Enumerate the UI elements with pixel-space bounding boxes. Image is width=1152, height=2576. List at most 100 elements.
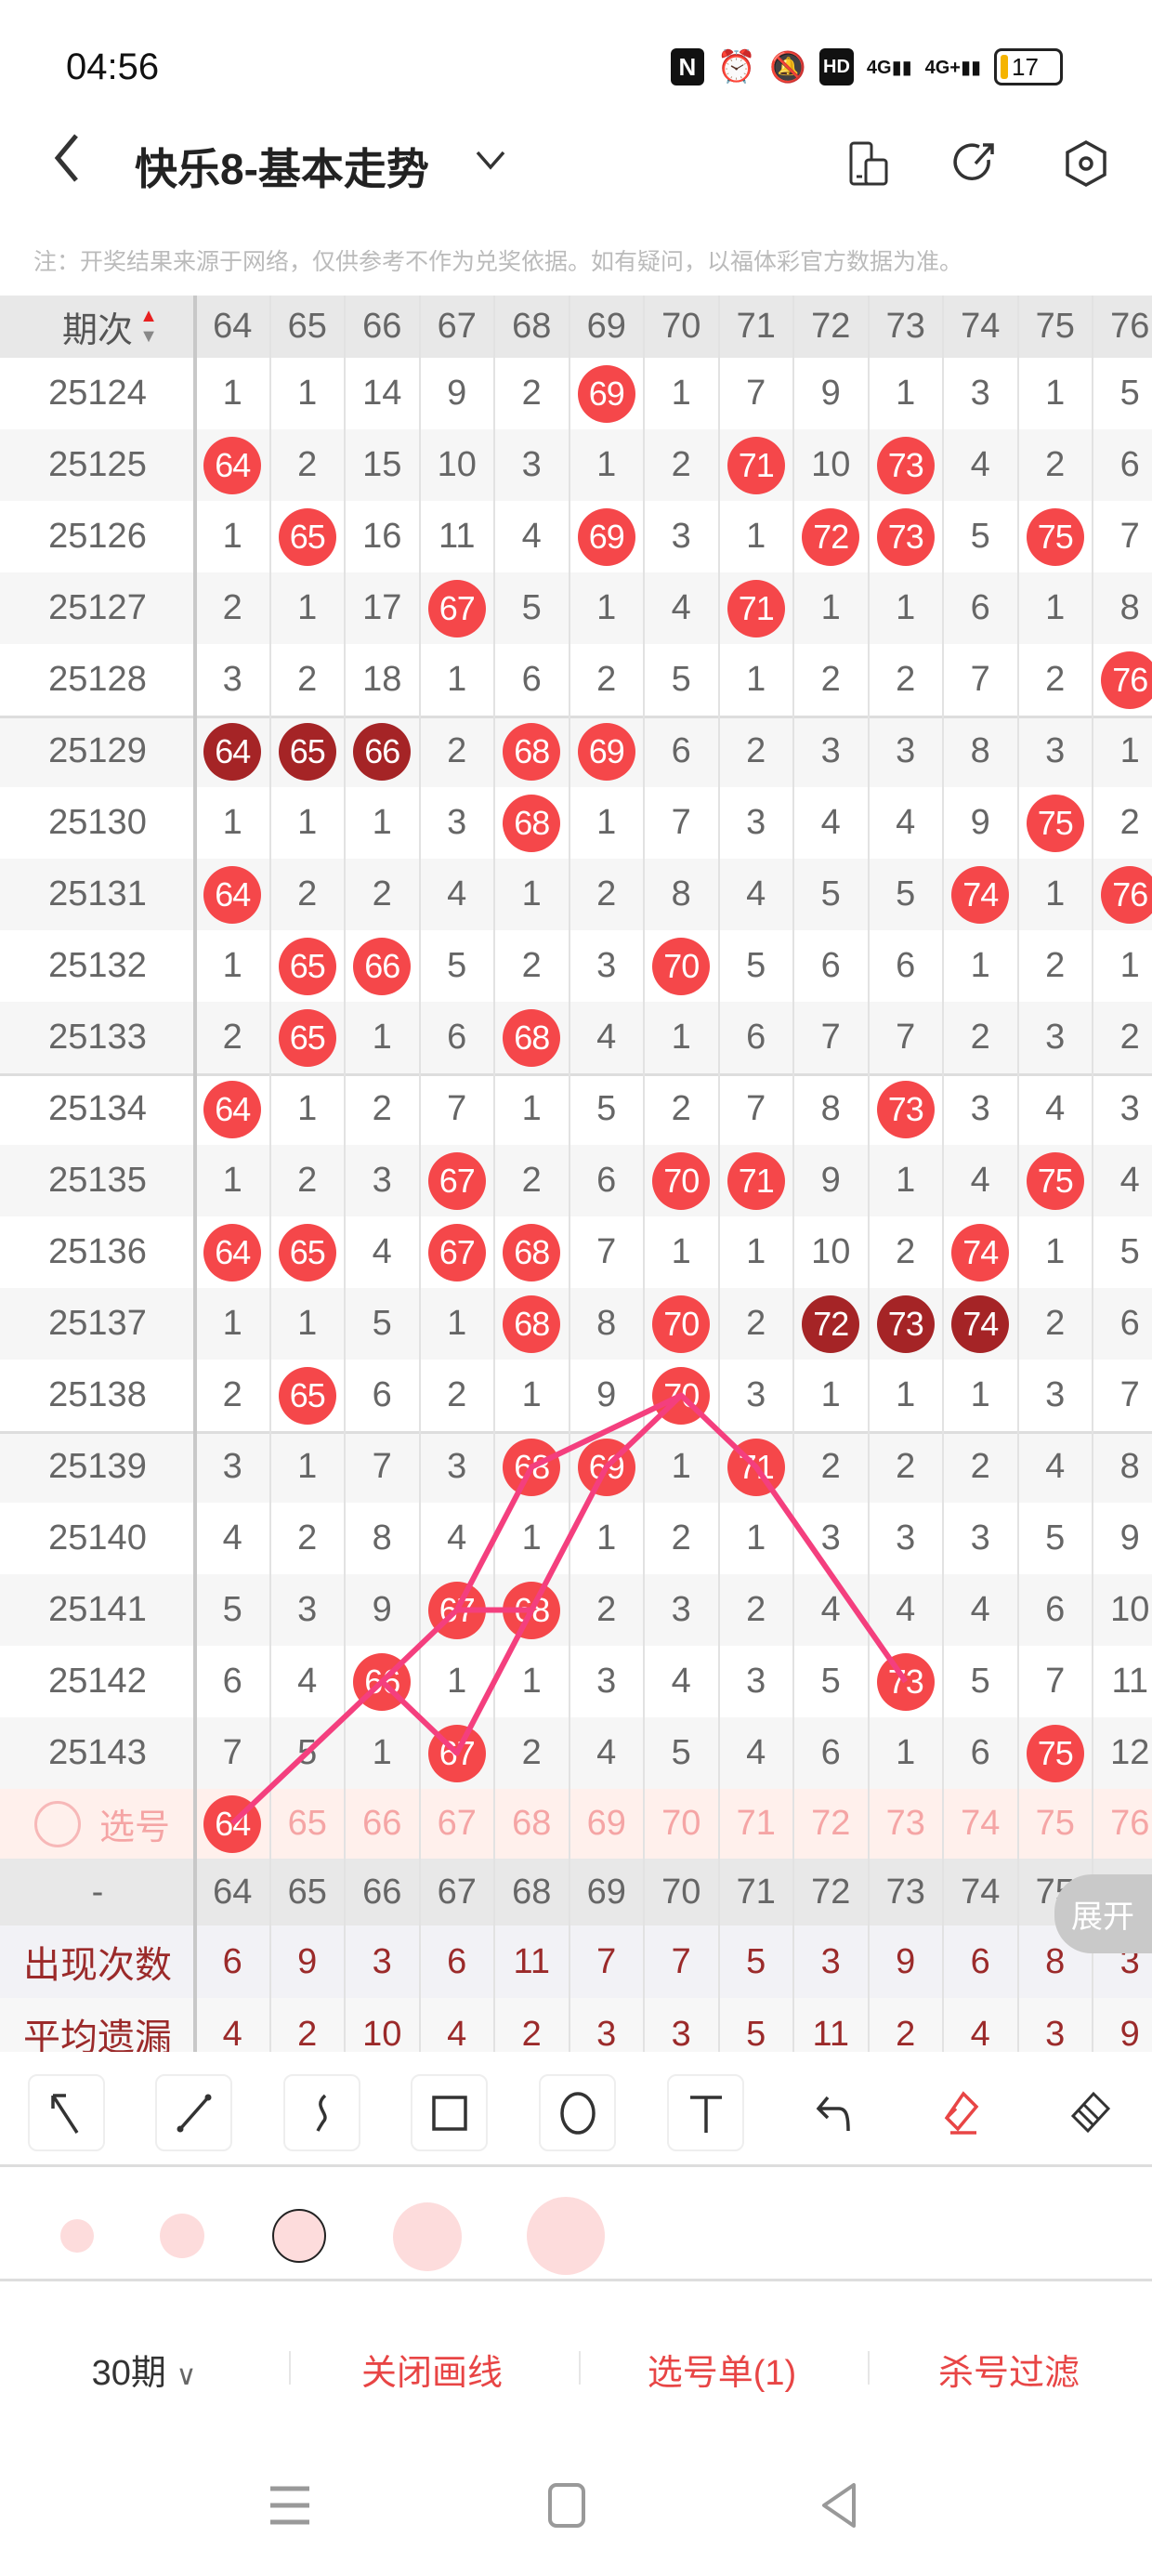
brush-size-2[interactable] (160, 2214, 204, 2258)
omission-cell: 2 (1045, 660, 1066, 699)
select-number[interactable]: 70 (661, 1804, 701, 1843)
omission-cell: 1 (671, 1447, 691, 1486)
omission-cell: 4 (1119, 1161, 1140, 1200)
hit-cell: 72 (793, 1288, 869, 1360)
omission-cell: 9 (1119, 1518, 1140, 1557)
sort-icon[interactable]: ▲ ▼ (139, 306, 158, 347)
column-header: 66 (362, 307, 402, 346)
brush-size-1[interactable] (60, 2219, 94, 2253)
close-drawing-button[interactable]: 关闭画线 (360, 2354, 504, 2393)
omission-cell: 6 (671, 731, 691, 770)
brush-size-4[interactable] (393, 2202, 462, 2271)
chevron-down-icon[interactable] (472, 141, 509, 178)
number-ball: 68 (503, 1581, 561, 1639)
menu-nav-icon[interactable] (263, 2477, 319, 2533)
text-tool-button[interactable] (667, 2074, 744, 2151)
number-ball: 71 (727, 1151, 785, 1210)
line-tool-button[interactable] (155, 2074, 232, 2151)
back-icon[interactable] (48, 130, 85, 186)
column-footer: 65 (287, 1872, 327, 1912)
brush-size-5[interactable] (527, 2197, 605, 2275)
omission-cell: 2 (896, 1447, 916, 1486)
omission-cell: 3 (596, 1662, 617, 1701)
circle-tool-button[interactable] (539, 2074, 616, 2151)
kill-filter-button[interactable]: 杀号过滤 (937, 2354, 1080, 2393)
omission-cell: 1 (596, 588, 617, 627)
select-number[interactable]: 67 (437, 1804, 477, 1843)
clear-button[interactable] (1050, 2074, 1127, 2151)
number-ball: 65 (278, 507, 336, 566)
omission-cell: 5 (297, 1733, 318, 1772)
curve-tool-button[interactable] (283, 2074, 360, 2151)
number-ball: 70 (652, 1295, 711, 1353)
omission-cell: 5 (596, 1089, 617, 1128)
select-number[interactable]: 74 (961, 1804, 1001, 1843)
omission-cell: 1 (297, 374, 318, 413)
omission-cell: 3 (896, 1518, 916, 1557)
period-cell: 25140 (48, 1518, 147, 1557)
omission-cell: 6 (970, 588, 990, 627)
device-icon[interactable] (845, 139, 894, 188)
brush-size-3-selected[interactable] (272, 2209, 326, 2263)
hit-cell: 73 (869, 429, 944, 501)
select-number[interactable]: 64 (195, 1789, 270, 1859)
stats-value: 2 (297, 2014, 318, 2053)
period-header[interactable]: 期次 (61, 311, 133, 350)
omission-cell: 1 (1045, 874, 1066, 913)
period-selector[interactable]: 30期 ∨ (92, 2344, 197, 2395)
number-ball: 65 (278, 1366, 336, 1425)
omission-cell: 5 (820, 1662, 841, 1701)
omission-cell: 4 (671, 1662, 691, 1701)
hit-cell: 70 (644, 930, 719, 1002)
column-divider (643, 296, 645, 2052)
back-nav-icon[interactable] (813, 2477, 869, 2533)
omission-cell: 1 (746, 1518, 766, 1557)
select-number[interactable]: 73 (885, 1804, 925, 1843)
omission-cell: 2 (447, 731, 467, 770)
hit-cell: 64 (195, 429, 270, 501)
expand-button[interactable]: 展开 (1054, 1874, 1152, 1953)
omission-cell: 2 (372, 1089, 392, 1128)
clear-icon (1070, 2091, 1110, 2133)
rectangle-tool-button[interactable] (411, 2074, 488, 2151)
selected-ball[interactable]: 64 (203, 1794, 262, 1853)
select-number[interactable]: 71 (736, 1804, 776, 1843)
hit-cell: 70 (644, 1360, 719, 1431)
select-number[interactable]: 75 (1035, 1804, 1075, 1843)
omission-cell: 1 (447, 1304, 467, 1343)
omission-cell: 1 (222, 517, 242, 556)
share-icon[interactable] (951, 139, 1000, 188)
select-number[interactable]: 68 (512, 1804, 552, 1843)
undo-button[interactable] (795, 2074, 872, 2151)
number-ball: 64 (203, 1080, 262, 1138)
page-title[interactable]: 快乐8-基本走势 (135, 145, 429, 193)
hit-cell: 65 (270, 1002, 346, 1073)
hit-cell: 71 (719, 572, 794, 644)
omission-cell: 2 (297, 445, 318, 484)
period-cell: 25124 (48, 374, 147, 413)
select-tool-button[interactable] (28, 2074, 105, 2151)
omission-cell: 1 (297, 1447, 318, 1486)
omission-cell: 1 (222, 946, 242, 985)
number-ball: 68 (503, 794, 561, 852)
selection-list-button[interactable]: 选号单(1) (647, 2354, 797, 2393)
select-number[interactable]: 65 (287, 1804, 327, 1843)
number-ball: 68 (503, 1008, 561, 1067)
table-row (0, 501, 1152, 572)
eraser-icon (944, 2090, 978, 2135)
chevron-down-icon: ∨ (176, 2360, 197, 2391)
omission-cell: 4 (372, 1232, 392, 1271)
select-number[interactable]: 69 (586, 1804, 626, 1843)
omission-cell: 9 (820, 1161, 841, 1200)
select-number[interactable]: 76 (1110, 1804, 1150, 1843)
select-number[interactable]: 66 (362, 1804, 402, 1843)
stats-value: 10 (362, 2014, 402, 2053)
select-toggle[interactable]: 选号 (19, 1789, 186, 1859)
radio-circle-icon[interactable] (33, 1800, 81, 1847)
eraser-button[interactable] (922, 2074, 999, 2151)
home-nav-icon[interactable] (539, 2477, 595, 2533)
select-number[interactable]: 72 (811, 1804, 851, 1843)
settings-icon[interactable] (1062, 139, 1110, 188)
omission-cell: 1 (970, 1375, 990, 1414)
hit-cell: 65 (270, 1360, 346, 1431)
